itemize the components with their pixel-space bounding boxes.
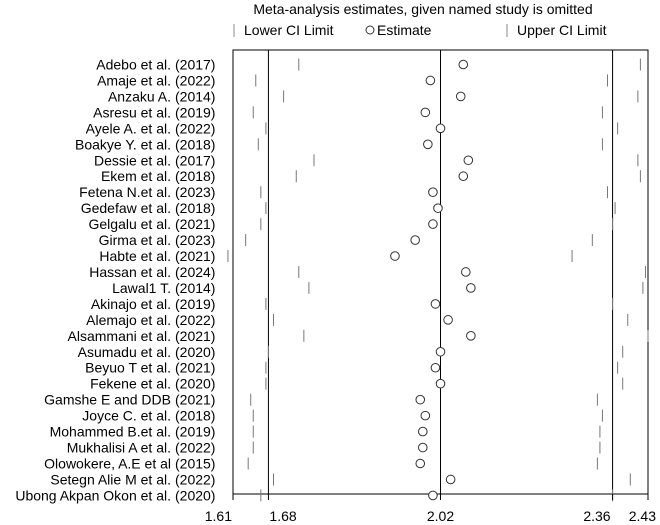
- study-year: (2019): [175, 296, 215, 312]
- estimate-point: [445, 474, 456, 485]
- estimate-point: [423, 139, 433, 150]
- study-year: (2021): [175, 392, 215, 408]
- study-name: Lawal1 T.: [112, 280, 171, 296]
- legend-label: Lower CI Limit: [244, 22, 334, 38]
- study-name: Fetena N.et al.: [79, 184, 171, 200]
- estimate-point: [428, 219, 438, 229]
- estimate-point: [420, 410, 431, 421]
- study-name: Ayele A. et al.: [86, 120, 171, 136]
- chart-title: Meta-analysis estimates, given named stu…: [253, 1, 592, 17]
- study-name: Anzaku A.: [108, 88, 171, 104]
- legend-label: Estimate: [377, 22, 432, 38]
- plot-area: [227, 49, 649, 502]
- estimate-point: [455, 91, 466, 102]
- study-year: (2018): [175, 200, 215, 216]
- estimate-point: [417, 442, 428, 453]
- study-name: Beyuo T et al.: [85, 360, 171, 376]
- estimate-point: [420, 107, 431, 118]
- study-name: Olowokere, A.E et al: [44, 456, 171, 472]
- study-year: (2019): [175, 424, 215, 440]
- study-name: Asumadu et al.: [78, 344, 171, 360]
- study-name: Girma et al.: [99, 232, 171, 248]
- estimate-point: [430, 299, 441, 309]
- study-name: Gamshe E and DDB: [44, 392, 171, 408]
- x-tick-label: 1.61: [205, 508, 232, 524]
- estimate-point: [417, 426, 428, 437]
- x-tick-label: 1.68: [269, 508, 296, 524]
- study-name: Alsammani et al.: [68, 328, 171, 344]
- study-year: (2017): [175, 152, 215, 168]
- study-name: Gedefaw et al.: [81, 200, 171, 216]
- study-name: Adebo et al.: [96, 57, 171, 73]
- study-year: (2022): [175, 471, 215, 487]
- study-name: Setegn Alie M et al.: [50, 471, 171, 487]
- study-year: (2021): [175, 216, 215, 232]
- study-name: Akinajo et al.: [91, 296, 171, 312]
- study-year: (2023): [175, 184, 215, 200]
- study-name: Dessie et al.: [94, 152, 171, 168]
- study-name: Gelgalu et al.: [89, 216, 172, 232]
- study-year: (2019): [175, 104, 215, 120]
- estimate-point: [428, 187, 438, 197]
- study-name: Asresu et al.: [93, 104, 171, 120]
- study-year: (2023): [175, 232, 215, 248]
- study-year: (2017): [175, 57, 215, 73]
- study-name: Ubong Akpan Okon et al.: [15, 487, 171, 503]
- study-name: Mohammed B.et al.: [50, 424, 171, 440]
- study-year: (2014): [175, 88, 215, 104]
- study-name: Boakye Y. et al.: [75, 136, 171, 152]
- study-year: (2020): [175, 487, 215, 503]
- x-axis: 1.61 1.68 2.02 2.36 2.43: [205, 494, 656, 524]
- study-year: (2020): [175, 376, 215, 392]
- estimate-point: [463, 155, 474, 166]
- estimate-point: [428, 490, 438, 501]
- study-name: Ekem et al.: [101, 168, 171, 184]
- legend-estimate-marker: [365, 25, 375, 35]
- estimate-point: [415, 394, 426, 405]
- study-labels: Adebo et al. (2017)Amaje et al. (2022)Anza…: [15, 57, 215, 504]
- study-year: (2021): [175, 248, 215, 264]
- study-name: Amaje et al.: [97, 72, 171, 88]
- estimate-point: [443, 315, 453, 325]
- estimate-point: [433, 203, 443, 213]
- estimate-point: [458, 171, 469, 182]
- study-name: Alemajo et al.: [86, 312, 171, 328]
- study-year: (2018): [175, 408, 215, 424]
- legend: Lower CI Limit Estimate Upper CI Limit: [233, 22, 607, 38]
- study-year: (2024): [175, 264, 215, 280]
- study-name: Habte et al.: [99, 248, 171, 264]
- study-name: Mukhalisi A et al.: [67, 440, 171, 456]
- estimate-point: [410, 235, 420, 245]
- study-name: Hassan et al.: [89, 264, 171, 280]
- estimate-point: [461, 267, 471, 277]
- estimate-point: [425, 75, 436, 86]
- estimate-point: [466, 283, 476, 293]
- study-name: Fekene et al.: [90, 376, 171, 392]
- study-year: (2021): [175, 360, 215, 376]
- study-year: (2021): [175, 328, 215, 344]
- estimate-point: [435, 123, 446, 134]
- study-year: (2022): [175, 440, 215, 456]
- estimate-point: [466, 331, 476, 341]
- study-name: Joyce C. et al.: [82, 408, 171, 424]
- legend-label: Upper CI Limit: [517, 22, 607, 38]
- study-year: (2015): [175, 456, 215, 472]
- study-year: (2022): [175, 120, 215, 136]
- estimate-point: [390, 251, 400, 261]
- estimate-point: [435, 378, 446, 389]
- study-year: (2020): [175, 344, 215, 360]
- study-year: (2018): [175, 136, 215, 152]
- study-year: (2022): [175, 312, 215, 328]
- x-tick-label: 2.02: [427, 508, 454, 524]
- estimate-point: [415, 458, 426, 469]
- x-tick-label: 2.36: [583, 508, 610, 524]
- study-year: (2014): [175, 280, 215, 296]
- estimate-point: [435, 346, 446, 357]
- x-tick-label: 2.43: [629, 508, 656, 524]
- study-year: (2022): [175, 72, 215, 88]
- estimate-point: [458, 59, 469, 70]
- estimate-point: [430, 362, 441, 373]
- study-year: (2018): [175, 168, 215, 184]
